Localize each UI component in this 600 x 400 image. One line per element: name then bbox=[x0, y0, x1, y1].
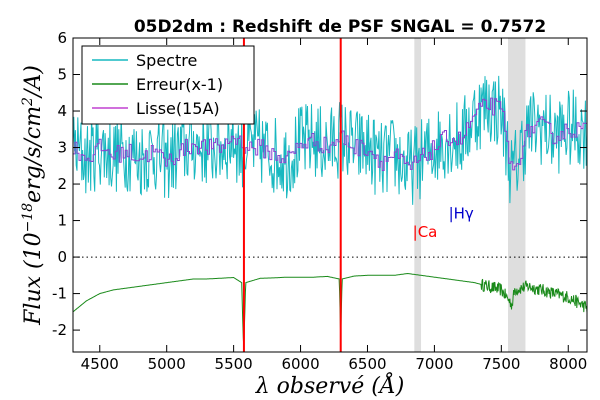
y-tick-label: 6 bbox=[57, 29, 67, 47]
series-erreur bbox=[73, 272, 587, 348]
x-tick-label: 8000 bbox=[549, 355, 587, 373]
y-axis-ticks: -2 -1 0 1 2 3 4 5 6 bbox=[52, 29, 587, 339]
y-tick-label: 0 bbox=[57, 248, 67, 266]
x-tick-label: 6500 bbox=[348, 355, 386, 373]
x-axis-ticks: 4500 5000 5500 6000 6500 7000 7500 8000 bbox=[81, 38, 587, 373]
y-tick-label: -2 bbox=[52, 321, 67, 339]
x-tick-label: 5000 bbox=[148, 355, 186, 373]
annotation-label: |Ca bbox=[413, 223, 438, 241]
series-lisse bbox=[73, 97, 587, 171]
legend-label-lisse: Lisse(15A) bbox=[136, 99, 220, 118]
y-tick-label: 5 bbox=[57, 66, 67, 84]
x-tick-label: 4500 bbox=[81, 355, 119, 373]
band bbox=[414, 38, 422, 352]
chart-title: 05D2dm : Redshift de PSF SNGAL = 0.7572 bbox=[134, 17, 546, 37]
annotations: |Ca |Hγ bbox=[413, 205, 474, 241]
x-tick-label: 5500 bbox=[215, 355, 253, 373]
y-tick-label: 2 bbox=[57, 175, 67, 193]
y-tick-label: -1 bbox=[52, 285, 67, 303]
y-axis-label: Flux (10−18erg/s/cm2/A) bbox=[20, 65, 46, 326]
legend-label-spectre: Spectre bbox=[136, 51, 197, 70]
y-tick-label: 3 bbox=[57, 139, 67, 157]
legend-box bbox=[81, 45, 255, 125]
y-tick-label: 4 bbox=[57, 102, 67, 120]
absorption-bands bbox=[414, 38, 526, 352]
plot-frame bbox=[72, 37, 588, 353]
x-tick-label: 6000 bbox=[281, 355, 319, 373]
legend-label-erreur: Erreur(x-1) bbox=[136, 75, 223, 94]
x-axis-label: λ observé (Å) bbox=[255, 371, 405, 399]
y-tick-label: 1 bbox=[57, 212, 67, 230]
band bbox=[508, 38, 526, 352]
x-tick-label: 7500 bbox=[482, 355, 520, 373]
x-tick-label: 7000 bbox=[415, 355, 453, 373]
annotation-label: |Hγ bbox=[449, 205, 474, 223]
legend: Spectre Erreur(x-1) Lisse(15A) bbox=[81, 45, 255, 125]
